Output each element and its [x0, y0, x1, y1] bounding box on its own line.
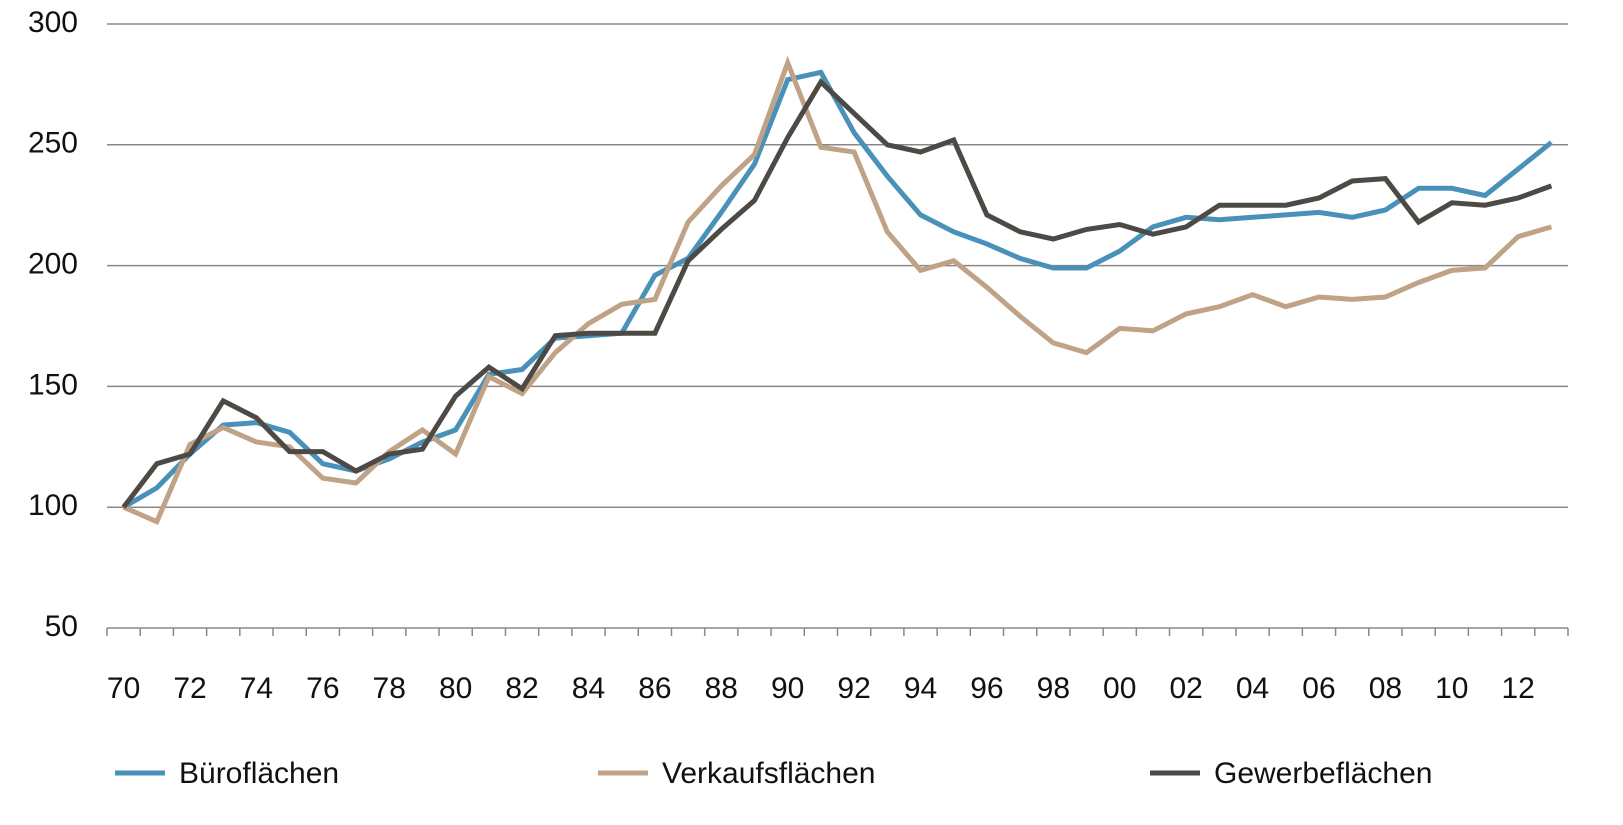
legend-label: Gewerbeflächen [1214, 757, 1432, 790]
x-tick-label: 98 [1037, 672, 1070, 705]
x-tick-label: 04 [1236, 672, 1269, 705]
x-tick-label: 90 [771, 672, 804, 705]
x-tick-label: 74 [240, 672, 273, 705]
legend-label: Büroflächen [179, 757, 339, 790]
x-tick-label: 84 [572, 672, 605, 705]
y-tick-label: 50 [45, 610, 78, 643]
y-tick-label: 250 [28, 127, 78, 160]
x-tick-label: 86 [638, 672, 671, 705]
x-tick-label: 76 [306, 672, 339, 705]
y-tick-label: 300 [28, 6, 78, 39]
x-tick-label: 94 [904, 672, 937, 705]
x-tick-label: 72 [173, 672, 206, 705]
x-tick-label: 88 [705, 672, 738, 705]
x-tick-label: 92 [837, 672, 870, 705]
x-tick-label: 96 [970, 672, 1003, 705]
x-tick-label: 78 [373, 672, 406, 705]
y-tick-label: 100 [28, 489, 78, 522]
y-tick-label: 200 [28, 248, 78, 281]
x-tick-label: 80 [439, 672, 472, 705]
x-tick-label: 82 [505, 672, 538, 705]
x-tick-label: 10 [1435, 672, 1468, 705]
legend-label: Verkaufsflächen [662, 757, 875, 790]
x-tick-label: 00 [1103, 672, 1136, 705]
x-tick-label: 06 [1302, 672, 1335, 705]
y-tick-label: 150 [28, 368, 78, 401]
x-tick-label: 12 [1502, 672, 1535, 705]
line-series [122, 69, 1553, 510]
line-series [121, 78, 1553, 509]
x-tick-label: 02 [1169, 672, 1202, 705]
line-series [122, 55, 1553, 525]
x-tick-label: 08 [1369, 672, 1402, 705]
x-tick-label: 70 [107, 672, 140, 705]
